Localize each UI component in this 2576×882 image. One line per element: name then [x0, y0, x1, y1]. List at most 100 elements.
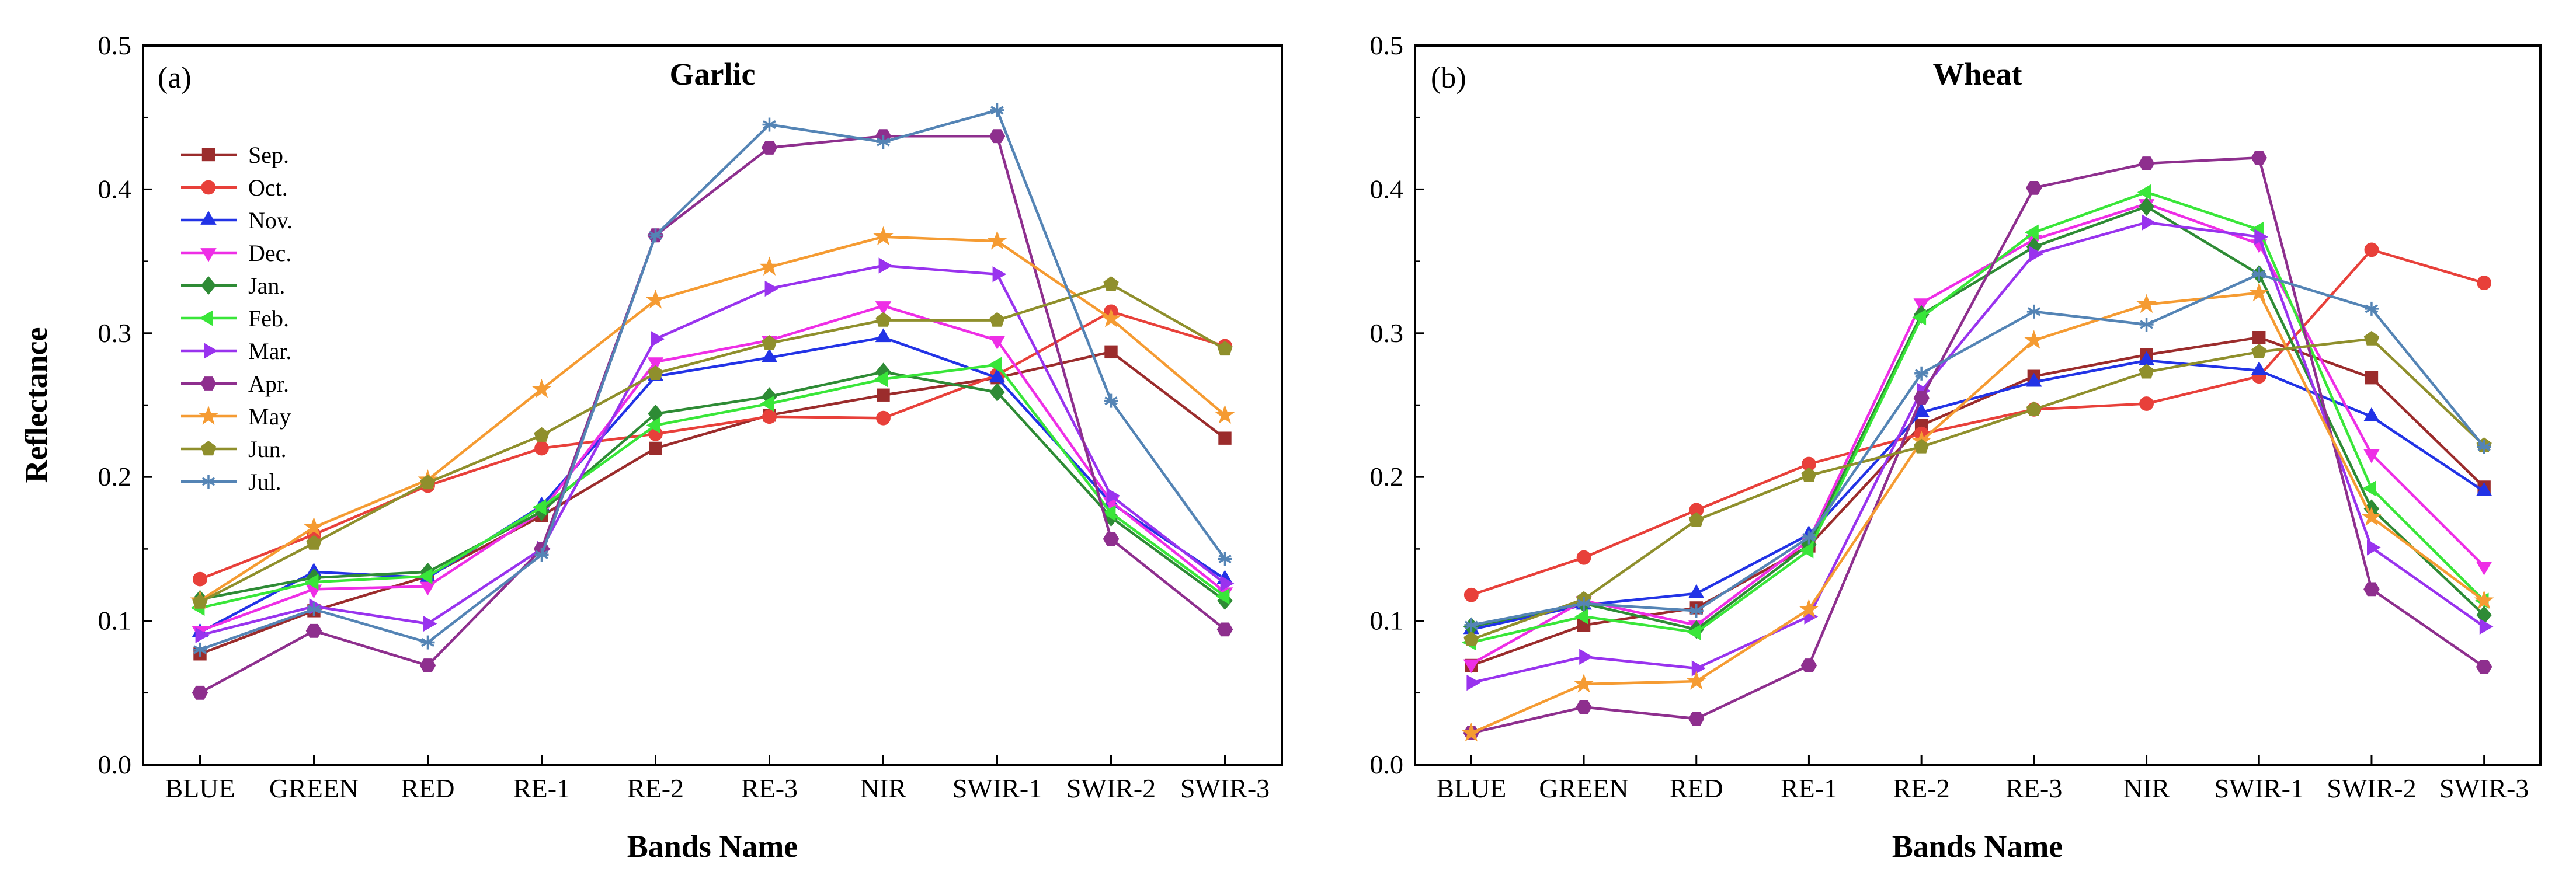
y-tick-label: 0.5 — [98, 30, 132, 60]
x-tick-label: NIR — [860, 773, 907, 803]
x-tick-label: SWIR-1 — [2215, 773, 2304, 803]
data-point — [2136, 294, 2157, 313]
legend-marker — [204, 343, 218, 359]
data-point — [423, 615, 437, 632]
data-point — [1104, 345, 1118, 359]
legend-item: Apr. — [181, 371, 289, 397]
data-point — [304, 574, 319, 590]
legend-marker — [199, 310, 213, 326]
data-point — [2365, 371, 2379, 385]
data-point — [1686, 671, 1706, 690]
data-point — [989, 368, 1006, 383]
series-line — [199, 109, 1226, 651]
data-point — [651, 330, 665, 347]
data-point — [2026, 372, 2042, 387]
data-point — [2254, 229, 2269, 245]
data-point — [1573, 673, 1594, 693]
data-point — [2139, 364, 2154, 379]
data-point — [418, 568, 433, 584]
data-point — [1799, 598, 1819, 618]
y-tick-label: 0.4 — [1370, 174, 1404, 204]
data-point — [989, 382, 1005, 402]
data-point — [1574, 608, 1588, 625]
data-point — [2024, 330, 2044, 349]
data-point — [195, 627, 210, 643]
y-tick-label: 0.4 — [98, 174, 132, 204]
legend-label: Jun. — [248, 436, 287, 462]
data-point — [878, 257, 893, 274]
data-point — [648, 228, 663, 243]
data-point — [989, 336, 1006, 350]
data-point — [2139, 318, 2154, 332]
data-point — [764, 280, 779, 297]
data-point — [306, 535, 322, 550]
series-line — [1470, 273, 2485, 627]
series-line — [1470, 156, 2485, 734]
y-tick-label: 0.2 — [98, 462, 132, 491]
data-point — [420, 635, 435, 650]
data-point — [648, 365, 663, 380]
data-point — [1576, 700, 1592, 714]
x-tick-label: RED — [1670, 773, 1723, 803]
panel-wheat: BLUE GREEN RED RE-1 RE-2 RE-3 NIR SWIR-1 SWIR-2 S… — [1370, 30, 2542, 864]
series-line — [1470, 221, 2485, 684]
legend-label: Apr. — [248, 371, 289, 397]
data-point — [2142, 214, 2156, 231]
data-point — [2362, 480, 2376, 497]
series-line — [200, 371, 1226, 602]
data-point — [2474, 590, 2494, 609]
data-point — [1913, 298, 1930, 312]
series-line — [199, 310, 1226, 581]
data-point — [531, 378, 552, 398]
data-point — [1688, 584, 1705, 598]
data-point — [1914, 438, 1930, 454]
data-point — [2476, 482, 2492, 496]
data-point — [2252, 330, 2266, 344]
data-point — [2367, 539, 2381, 556]
data-point — [305, 623, 322, 638]
series-line — [1470, 191, 2485, 644]
series-layer — [190, 103, 1235, 700]
data-point — [1101, 308, 1121, 327]
y-tick-label: 0.1 — [1370, 606, 1404, 636]
series-line — [1470, 291, 2485, 734]
data-point — [762, 409, 777, 424]
data-point — [420, 475, 436, 490]
legend-marker — [200, 276, 217, 295]
data-point — [990, 103, 1004, 117]
data-point — [2137, 184, 2151, 201]
data-point — [1104, 393, 1118, 408]
data-point — [646, 417, 660, 434]
data-point — [992, 266, 1007, 283]
panel-label: (b) — [1431, 61, 1466, 95]
data-point — [876, 410, 891, 426]
data-point — [2252, 267, 2266, 281]
series-line — [200, 363, 1226, 609]
data-point — [1913, 403, 1930, 417]
legend-label: May — [248, 403, 291, 430]
series-line — [199, 304, 1226, 632]
series-layer — [1461, 151, 2494, 742]
data-point — [534, 441, 549, 456]
series-jun — [192, 276, 1233, 609]
data-point — [1579, 649, 1593, 665]
data-point — [304, 517, 324, 536]
data-point — [760, 395, 774, 412]
data-point — [532, 499, 547, 515]
data-point — [1691, 660, 1706, 677]
data-point — [877, 388, 890, 402]
data-point — [534, 427, 550, 442]
data-point — [2251, 151, 2267, 165]
data-point — [1463, 631, 1479, 646]
data-point — [2251, 361, 2267, 375]
series-mar — [195, 257, 1235, 643]
series-line — [199, 264, 1226, 637]
data-point — [192, 594, 208, 609]
x-tick-label: SWIR-2 — [2327, 773, 2416, 803]
legend-label: Nov. — [248, 207, 293, 233]
data-point — [762, 335, 777, 350]
data-point — [647, 357, 664, 371]
data-point — [762, 117, 777, 132]
x-tick-label: BLUE — [1436, 773, 1506, 803]
